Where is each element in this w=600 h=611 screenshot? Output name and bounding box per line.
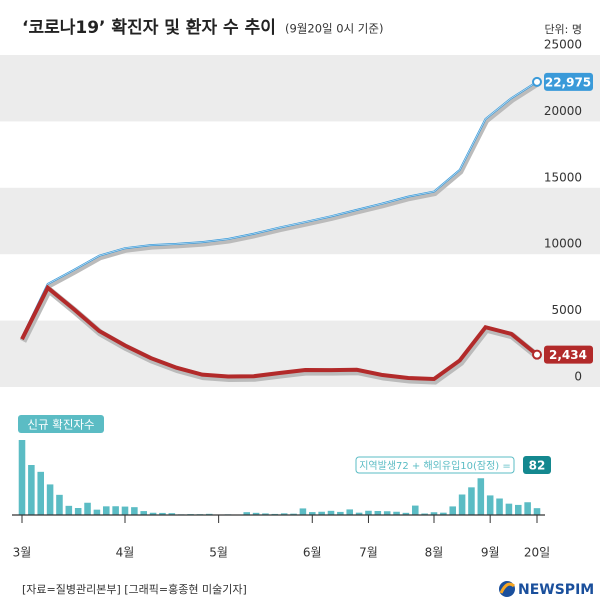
bar xyxy=(468,487,475,515)
x-tick-label: 20일 xyxy=(524,546,550,560)
bar xyxy=(37,471,45,515)
y-tick-label: 5000 xyxy=(551,303,582,317)
x-tick-label: 3월 xyxy=(13,546,32,560)
bar-title-box xyxy=(18,415,104,433)
bar xyxy=(337,511,344,515)
end-point xyxy=(532,349,542,360)
grid-band xyxy=(0,55,600,122)
bar xyxy=(355,512,363,515)
bar xyxy=(308,512,316,515)
annotation-box xyxy=(355,456,515,474)
title: ‘코로나19’ 확진자 및 환자 수 추이 xyxy=(22,18,276,38)
x-tick-label: 6월 xyxy=(303,546,322,560)
bar xyxy=(383,511,391,515)
end-point xyxy=(532,76,542,87)
value-label-box xyxy=(544,72,593,91)
subtitle: (9월20일 0시 기준) xyxy=(285,22,383,36)
bar xyxy=(514,504,522,515)
bar xyxy=(411,505,419,515)
grid-band xyxy=(0,320,600,387)
bar xyxy=(393,511,400,515)
bar xyxy=(149,512,157,515)
source: [자료=질병관리본부] [그래픽=홍종현 미술기자] xyxy=(22,582,247,596)
annotation: 지역발생72 + 해외유입10(잠정) = xyxy=(359,459,511,472)
bar xyxy=(458,494,466,515)
x-tick-label: 5월 xyxy=(209,546,228,560)
grid-band xyxy=(0,187,600,255)
bar xyxy=(159,512,166,515)
bar xyxy=(365,510,372,515)
bar xyxy=(524,502,531,515)
bar xyxy=(440,512,447,515)
bar xyxy=(346,509,354,515)
value-label: 82 xyxy=(529,459,546,473)
bar xyxy=(168,513,176,515)
line-highlight xyxy=(21,81,538,338)
series-line xyxy=(20,284,539,382)
bar xyxy=(65,505,73,515)
bar xyxy=(374,511,382,515)
bar xyxy=(402,512,410,515)
bar xyxy=(112,506,119,515)
value-label-box xyxy=(544,345,593,364)
bar xyxy=(252,512,260,515)
bar-title: 신규 확진자수 xyxy=(27,418,94,432)
bar xyxy=(505,503,513,515)
bar xyxy=(93,509,101,515)
y-tick-label: 25000 xyxy=(544,38,582,52)
bar xyxy=(243,512,251,515)
unit-label: 단위: 명 xyxy=(544,23,582,36)
bar xyxy=(56,494,63,515)
bar xyxy=(121,506,129,515)
bar xyxy=(290,513,297,515)
value-label-box xyxy=(523,456,551,474)
bar xyxy=(131,507,138,515)
y-tick-label: 10000 xyxy=(544,237,582,251)
bar xyxy=(327,510,335,515)
bar xyxy=(430,512,438,515)
y-tick-label: 0 xyxy=(574,370,582,384)
bar xyxy=(280,513,288,515)
logo-swoosh xyxy=(499,582,515,594)
bar xyxy=(140,511,148,515)
y-tick-label: 15000 xyxy=(544,170,582,184)
x-tick-label: 8월 xyxy=(425,546,444,560)
x-tick-label: 7월 xyxy=(359,546,378,560)
bar xyxy=(318,511,325,515)
bar xyxy=(46,484,54,515)
bar xyxy=(18,440,26,515)
bar xyxy=(449,506,457,515)
y-tick-label: 20000 xyxy=(544,104,582,118)
bar xyxy=(533,508,541,515)
bar xyxy=(74,508,82,515)
bar xyxy=(102,506,110,515)
x-tick-label: 9월 xyxy=(481,546,500,560)
bar xyxy=(486,495,494,515)
bar xyxy=(299,508,307,515)
value-label: 22,975 xyxy=(545,75,591,89)
value-label: 2,434 xyxy=(549,348,587,362)
bar xyxy=(477,478,485,515)
line-shadow xyxy=(20,81,540,341)
bar xyxy=(421,513,428,515)
bar xyxy=(262,513,269,515)
bar xyxy=(496,498,503,515)
x-tick-label: 4월 xyxy=(116,546,135,560)
bar xyxy=(84,502,91,515)
bar xyxy=(28,465,35,515)
logo: NEWSPIM xyxy=(518,582,594,598)
